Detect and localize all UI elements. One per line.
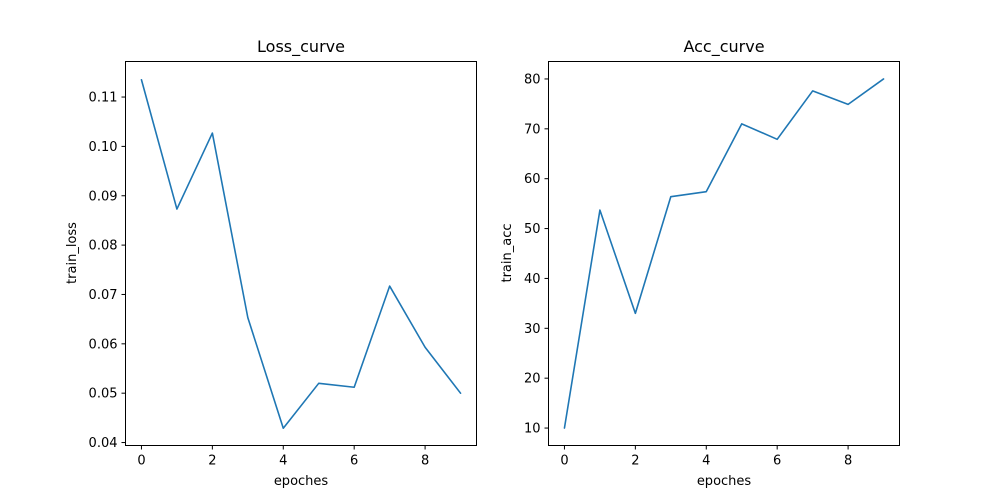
- loss-x-tick-label: 4: [279, 454, 287, 469]
- acc-y-tick-label: 40: [524, 272, 541, 287]
- acc-y-tick-label: 50: [524, 222, 541, 237]
- loss-x-ticks: 0 2 4 6 8: [137, 445, 429, 469]
- loss-y-tick-label: 0.05: [89, 387, 118, 402]
- acc-y-tick-label: 80: [524, 72, 541, 87]
- acc-y-ticks: 10 20 30 40 50 60 70 80: [524, 72, 549, 437]
- loss-y-tick-label: 0.07: [89, 288, 118, 303]
- acc-series-line: [563, 78, 885, 429]
- acc-y-axis-label: train_acc: [500, 223, 515, 282]
- acc-x-tick-label: 2: [631, 454, 639, 469]
- acc-y-tick-label: 30: [524, 322, 541, 337]
- loss-axes-frame: [125, 61, 477, 446]
- loss-x-axis-label: epoches: [274, 474, 329, 489]
- acc-axes-frame: [548, 61, 900, 446]
- loss-x-tick-label: 6: [350, 454, 358, 469]
- acc-chart: Acc_curve 0 2 4 6 8 10 20 30 40 50 60 70 80 epoches…: [500, 37, 900, 489]
- loss-series-line: [140, 78, 462, 430]
- acc-x-tick-label: 4: [702, 454, 710, 469]
- acc-x-tick-label: 0: [560, 454, 568, 469]
- loss-chart-title: Loss_curve: [257, 37, 345, 57]
- acc-chart-title: Acc_curve: [683, 37, 764, 57]
- acc-x-tick-label: 6: [773, 454, 781, 469]
- loss-x-tick-label: 0: [137, 454, 145, 469]
- acc-y-tick-label: 20: [524, 372, 541, 387]
- acc-x-tick-label: 8: [844, 454, 852, 469]
- acc-y-tick-label: 60: [524, 172, 541, 187]
- loss-y-tick-label: 0.06: [89, 337, 118, 352]
- loss-x-tick-label: 8: [421, 454, 429, 469]
- acc-x-ticks: 0 2 4 6 8: [560, 445, 852, 469]
- loss-y-tick-label: 0.04: [89, 436, 118, 451]
- acc-y-tick-label: 70: [524, 122, 541, 137]
- loss-x-tick-label: 2: [208, 454, 216, 469]
- loss-y-axis-label: train_loss: [65, 222, 80, 284]
- loss-y-tick-label: 0.10: [89, 140, 118, 155]
- loss-y-tick-label: 0.08: [89, 239, 118, 254]
- loss-y-tick-label: 0.09: [89, 189, 118, 204]
- loss-y-ticks: 0.04 0.05 0.06 0.07 0.08 0.09 0.10 0.11: [89, 91, 126, 451]
- acc-x-axis-label: epoches: [697, 474, 752, 489]
- loss-y-tick-label: 0.11: [89, 91, 118, 106]
- acc-y-tick-label: 10: [524, 422, 541, 437]
